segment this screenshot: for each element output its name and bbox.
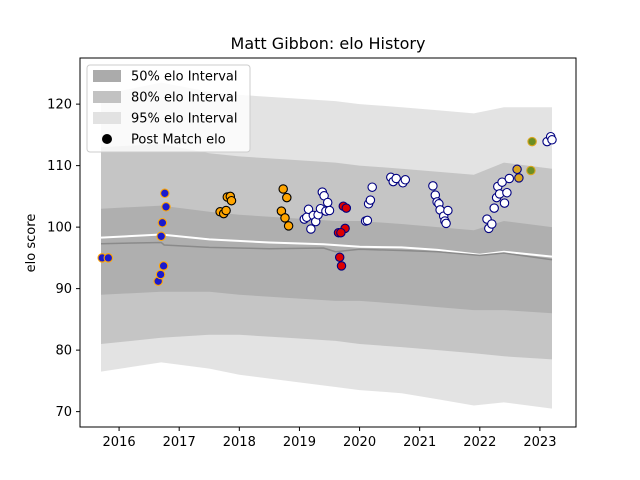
axes-frame bbox=[79, 57, 577, 428]
post-match-point bbox=[221, 205, 231, 216]
y-tick-label: 90 bbox=[55, 282, 72, 297]
post-match-point bbox=[391, 173, 401, 184]
y-tick-label: 70 bbox=[55, 405, 72, 420]
post-match-point bbox=[158, 261, 169, 271]
post-match-point bbox=[322, 197, 333, 208]
post-match-point bbox=[443, 205, 453, 216]
y-axis-label: elo score bbox=[24, 214, 39, 273]
median-elo-line bbox=[100, 241, 553, 261]
post-match-point bbox=[502, 187, 512, 198]
post-match-point bbox=[280, 213, 290, 223]
y-tick-label: 110 bbox=[47, 159, 72, 174]
post-match-point bbox=[527, 136, 537, 147]
legend-marker bbox=[102, 134, 112, 144]
band-95 bbox=[101, 82, 552, 409]
post-match-point bbox=[499, 198, 510, 208]
legend-frame bbox=[86, 64, 251, 153]
post-match-point bbox=[362, 215, 373, 226]
post-match-point bbox=[157, 218, 168, 228]
post-match-point bbox=[306, 224, 316, 234]
post-match-point bbox=[334, 252, 345, 263]
band-50 bbox=[101, 205, 552, 314]
post-match-point bbox=[547, 135, 557, 145]
post-match-point bbox=[161, 202, 171, 212]
post-match-point bbox=[156, 231, 166, 242]
x-tick-label: 2019 bbox=[283, 435, 316, 450]
post-match-point bbox=[400, 175, 411, 185]
legend-label: 50% elo Interval bbox=[131, 70, 238, 85]
elo-lines bbox=[100, 233, 553, 261]
legend-label: 95% elo Interval bbox=[131, 112, 238, 127]
x-tick-label: 2023 bbox=[523, 435, 556, 450]
post-match-point bbox=[428, 181, 438, 191]
y-tick-label: 100 bbox=[47, 221, 72, 236]
post-match-point bbox=[283, 221, 294, 231]
x-tick-label: 2020 bbox=[343, 435, 376, 450]
post-match-points bbox=[97, 131, 557, 286]
post-match-point bbox=[226, 195, 237, 206]
legend-swatch bbox=[93, 91, 121, 103]
post-match-point bbox=[489, 203, 499, 213]
post-match-point bbox=[487, 219, 497, 229]
post-match-point bbox=[303, 204, 314, 215]
post-match-point bbox=[441, 218, 451, 229]
post-match-point bbox=[324, 205, 335, 216]
post-match-point bbox=[336, 227, 346, 238]
post-match-point bbox=[497, 177, 507, 187]
x-axis-ticks: 2016 2017 2018 2019 2020 2021 2022 2023 bbox=[103, 427, 556, 450]
chart-title: Matt Gibbon: elo History bbox=[231, 34, 426, 53]
x-tick-label: 2016 bbox=[103, 435, 136, 450]
post-match-point bbox=[341, 203, 352, 213]
x-tick-label: 2021 bbox=[403, 435, 436, 450]
y-axis-ticks: 70 80 90 100 110 120 bbox=[47, 98, 80, 420]
chart-legend: 50% elo Interval 80% elo Interval 95% elo … bbox=[86, 64, 251, 153]
post-match-point bbox=[282, 192, 292, 203]
post-match-point bbox=[367, 182, 377, 192]
post-match-point bbox=[512, 164, 522, 175]
post-match-point bbox=[365, 195, 376, 205]
y-tick-label: 80 bbox=[55, 344, 72, 359]
x-tick-label: 2018 bbox=[223, 435, 256, 450]
post-match-point bbox=[336, 261, 347, 271]
legend-label: 80% elo Interval bbox=[131, 91, 238, 106]
legend-swatch bbox=[93, 112, 121, 124]
legend-entries: 50% elo Interval 80% elo Interval 95% elo … bbox=[93, 70, 238, 148]
x-tick-label: 2017 bbox=[163, 435, 196, 450]
post-match-point bbox=[278, 184, 288, 194]
post-match-point bbox=[103, 253, 114, 263]
y-tick-label: 120 bbox=[47, 98, 72, 113]
post-match-point bbox=[160, 188, 170, 199]
legend-label: Post Match elo bbox=[131, 133, 226, 148]
x-tick-label: 2022 bbox=[463, 435, 496, 450]
plot-area bbox=[97, 82, 557, 409]
mean-elo-line bbox=[100, 233, 553, 258]
post-match-point bbox=[155, 269, 166, 280]
post-match-point bbox=[504, 173, 515, 184]
post-match-point bbox=[514, 173, 524, 183]
post-match-point bbox=[526, 165, 536, 176]
legend-swatch bbox=[93, 70, 121, 82]
